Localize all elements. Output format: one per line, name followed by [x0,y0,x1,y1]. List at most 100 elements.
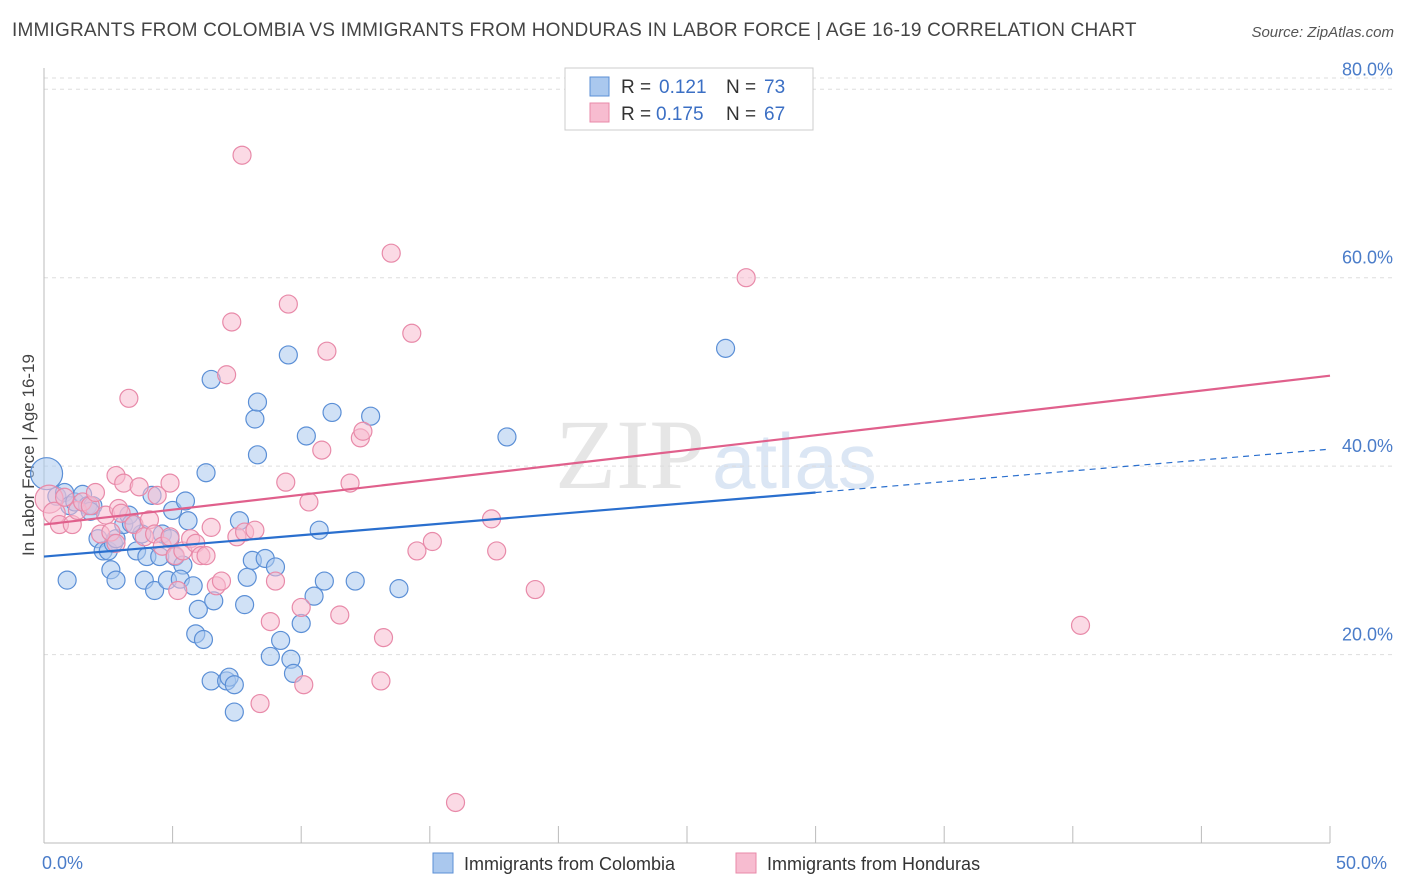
honduras-point [487,541,507,561]
legend-n-label-colombia: N = [726,77,756,98]
bottom-legend-swatch-colombia[interactable] [432,852,454,874]
honduras-point [312,440,332,460]
legend-n-value-honduras: 67 [764,104,785,125]
colombia-point [237,567,257,587]
honduras-point [260,611,280,632]
honduras-point [422,531,442,552]
watermark-zip: ZIP [555,399,705,510]
honduras-point [373,628,394,648]
honduras-point [232,145,252,165]
source-credit: Source: ZipAtlas.com [1251,24,1394,41]
colombia-point [497,427,517,447]
honduras-point [201,517,221,537]
colombia-point [304,586,324,606]
colombia-point [224,702,244,722]
colombia-point [278,345,298,365]
honduras-point [445,792,466,813]
honduras-point [106,533,126,553]
honduras-point [1070,615,1091,635]
colombia-point [247,392,268,412]
colombia-point [193,629,214,650]
honduras-point [276,472,296,492]
legend-r-value-honduras: 0.175 [656,104,704,125]
colombia-point [196,463,216,483]
colombia-point [389,579,409,599]
colombia-point [291,613,311,634]
trend-lines [43,374,1331,558]
honduras-point [291,597,311,618]
honduras-point [265,571,286,591]
honduras-point [371,671,391,691]
bottom-legend-label-colombia[interactable]: Immigrants from Colombia [464,854,676,874]
honduras-point [330,605,350,625]
legend-n-label-honduras: N = [726,104,756,125]
colombia-point [247,445,268,465]
honduras-point [160,527,180,547]
y-axis-label: In Labor Force | Age 16-19 [19,354,38,556]
colombia-point [271,630,291,651]
watermark: ZIP atlas [555,399,877,510]
colombia-point [224,675,244,695]
y-tick-label: 60.0% [1342,248,1393,268]
legend-swatch-honduras [589,102,610,123]
y-axis-tick-labels: 20.0% 40.0% 60.0% 80.0% [1342,59,1393,644]
honduras-point [525,579,545,600]
colombia-point [309,520,329,540]
bottom-legend-swatch-honduras[interactable] [735,852,757,874]
chart-title: IMMIGRANTS FROM COLOMBIA VS IMMIGRANTS F… [12,20,1137,41]
y-tick-label: 80.0% [1342,59,1393,79]
colombia-point [345,571,365,591]
honduras-point [317,341,337,361]
stats-legend: R = 0.121 N = 73 R = 0.175 N = 67 [564,67,814,131]
honduras-trend-line [43,374,1331,526]
bottom-legend-label-honduras[interactable]: Immigrants from Honduras [767,854,980,874]
colombia-point [361,406,381,426]
honduras-point [54,487,75,507]
legend-swatch-colombia [589,76,610,97]
honduras-points [34,145,1091,813]
honduras-point [294,675,314,695]
colombia-point [260,646,280,667]
colombia-point [296,426,316,446]
legend-n-value-colombia: 73 [764,77,785,98]
honduras-point [402,323,422,343]
colombia-point [715,338,736,358]
x-tick-label-min: 0.0% [42,853,83,873]
honduras-point [353,421,373,441]
colombia-point [235,595,255,615]
honduras-point [245,520,265,540]
colombia-point [178,511,198,531]
honduras-point [217,365,237,385]
honduras-point [168,580,188,601]
series-legend: Immigrants from Colombia Immigrants from… [432,852,980,874]
honduras-point [250,693,270,714]
y-tick-label: 40.0% [1342,436,1393,456]
honduras-point [211,571,232,591]
honduras-point [736,268,756,288]
honduras-point [381,243,401,263]
legend-r-value-colombia: 0.121 [659,77,707,98]
honduras-point [111,503,131,523]
colombia-point [144,580,165,601]
legend-r-label-honduras: R = [621,104,651,125]
colombia-point [322,402,342,423]
colombia-trend-line [43,491,816,558]
colombia-trend-extension [815,448,1331,494]
colombia-point [188,599,208,619]
x-axis-ticks [43,826,1331,843]
colombia-point [245,409,265,429]
colombia-point [106,570,126,590]
honduras-point [407,541,427,561]
colombia-point [314,571,334,591]
colombia-point [175,491,196,511]
colombia-point [57,570,77,590]
honduras-point [147,485,167,505]
honduras-point [129,477,149,497]
honduras-point [222,312,242,332]
honduras-point [278,294,298,314]
y-tick-label: 20.0% [1342,625,1393,645]
honduras-point [119,388,139,408]
legend-r-label-colombia: R = [621,77,651,98]
honduras-point [196,546,216,566]
